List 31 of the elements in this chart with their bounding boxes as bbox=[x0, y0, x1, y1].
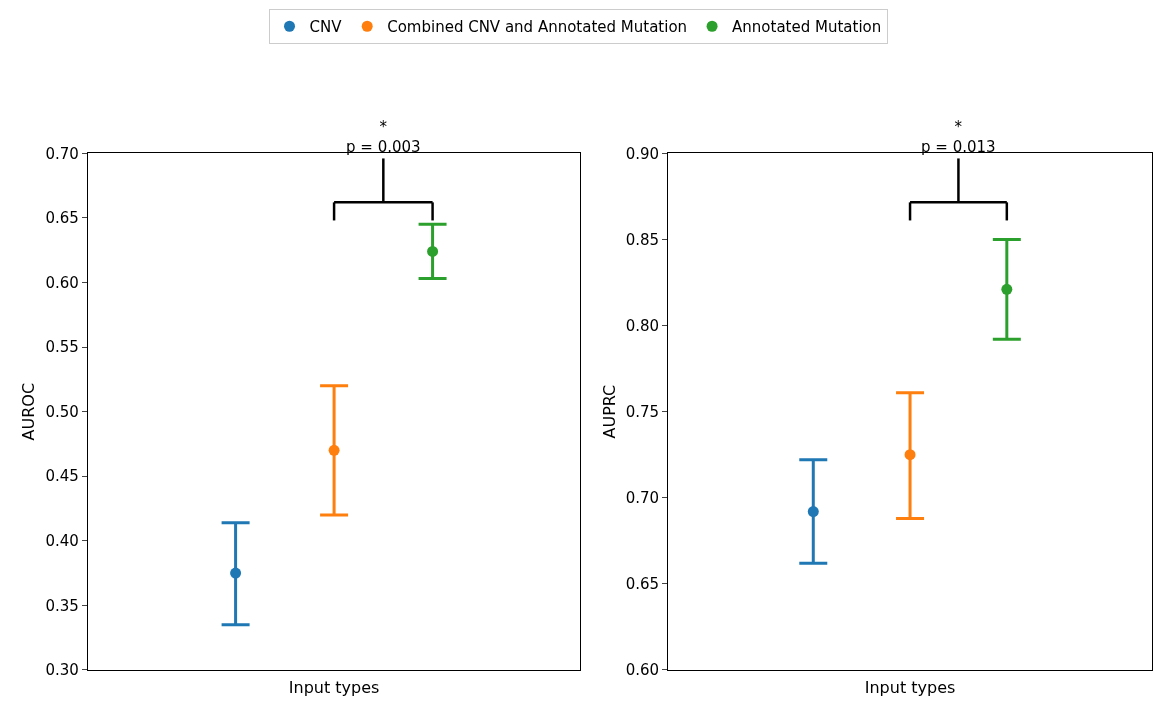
point bbox=[1001, 283, 1013, 295]
legend-label: Combined CNV and Annotated Mutation bbox=[387, 18, 688, 37]
y-axis-title: AUPRC bbox=[599, 384, 619, 439]
legend-label: CNV bbox=[309, 18, 343, 37]
y-tick-label: 0.35 bbox=[45, 596, 79, 615]
x-axis-title: Input types bbox=[288, 677, 380, 697]
y-tick-label: 0.85 bbox=[625, 230, 660, 249]
point bbox=[230, 567, 242, 579]
y-axis-title: AUROC bbox=[19, 382, 39, 441]
y-tick-label: 0.70 bbox=[625, 488, 660, 507]
y-tick-label: 0.90 bbox=[625, 144, 660, 163]
y-tick-label: 0.30 bbox=[45, 661, 79, 680]
point bbox=[427, 245, 439, 257]
y-tick-label: 0.65 bbox=[625, 575, 660, 594]
x-axis-title: Input types bbox=[864, 677, 956, 697]
y-tick-label: 0.60 bbox=[625, 661, 660, 680]
point bbox=[904, 449, 916, 461]
y-tick-label: 0.75 bbox=[625, 402, 660, 421]
y-tick-label: 0.80 bbox=[625, 316, 660, 335]
point bbox=[807, 506, 819, 518]
legend-label: Annotated Mutation bbox=[732, 18, 882, 37]
y-tick-label: 0.65 bbox=[45, 209, 79, 228]
y-tick-label: 0.60 bbox=[45, 273, 79, 292]
annotation: * p = 0.013 bbox=[921, 118, 996, 156]
point bbox=[328, 444, 340, 456]
y-tick-label: 0.40 bbox=[45, 532, 79, 551]
y-tick-label: 0.50 bbox=[45, 402, 79, 421]
y-tick-label: 0.55 bbox=[45, 338, 79, 357]
y-tick-label: 0.70 bbox=[45, 144, 79, 163]
annotation: * p = 0.003 bbox=[346, 118, 421, 156]
y-tick-label: 0.45 bbox=[45, 467, 79, 486]
